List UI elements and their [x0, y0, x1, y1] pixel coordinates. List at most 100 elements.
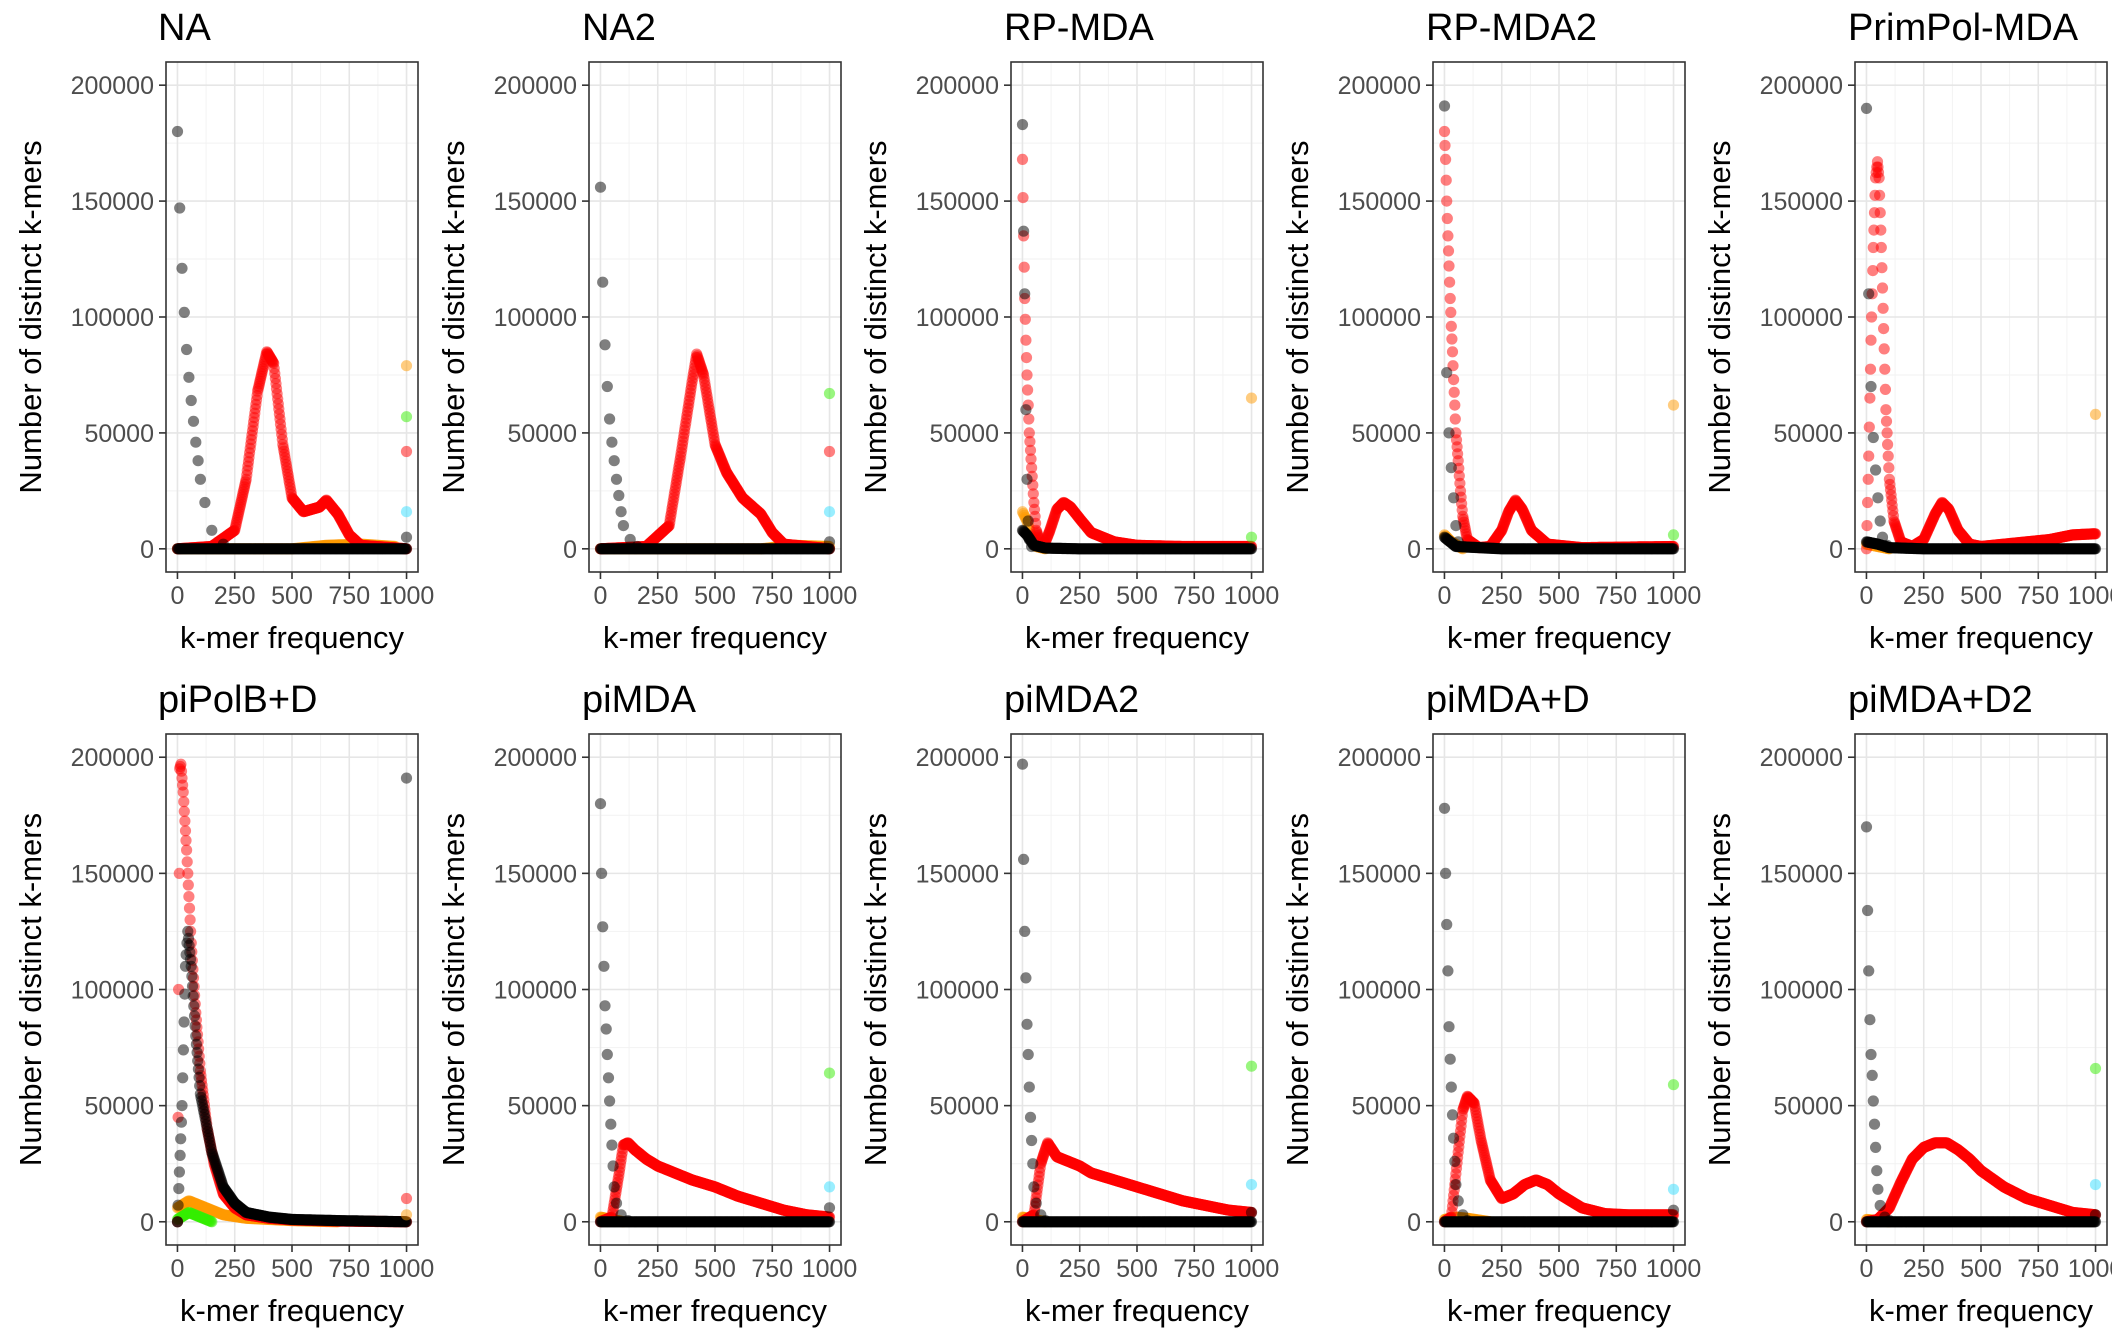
data-points [171, 125, 413, 555]
black-point [1019, 288, 1031, 300]
black-point [1865, 380, 1877, 393]
black-point [615, 506, 627, 518]
black-outlier-point [400, 531, 413, 543]
x-tick-label: 0 [594, 582, 608, 610]
black-point [594, 181, 607, 193]
green-outlier-point [1245, 531, 1258, 543]
red-point [1441, 212, 1453, 225]
black-point [1867, 431, 1879, 444]
orange-outlier-point [400, 360, 413, 372]
y-axis-title: Number of distinct k-mers [13, 140, 48, 493]
red-point [1876, 262, 1888, 274]
black-point [2089, 543, 2102, 555]
red-point [1441, 195, 1453, 207]
black-point [190, 436, 202, 448]
x-axis-title: k-mer frequency [180, 620, 404, 655]
black-point [1245, 543, 1258, 555]
red-point [1443, 260, 1455, 272]
red-point [1866, 311, 1878, 323]
red-point [1881, 427, 1893, 439]
black-point [1874, 515, 1886, 527]
y-tick-label: 100000 [71, 304, 154, 332]
red-point [183, 902, 196, 914]
x-axis-title: k-mer frequency [1025, 620, 1249, 655]
red-point [1882, 438, 1894, 451]
y-tick-label: 0 [1407, 536, 1421, 564]
red-outlier-point [823, 445, 836, 458]
red-point [1875, 241, 1887, 254]
x-tick-label: 1000 [802, 582, 858, 610]
black-point [1450, 520, 1462, 532]
x-axis-title: k-mer frequency [1447, 620, 1671, 655]
y-tick-label: 150000 [1760, 188, 1843, 216]
black-point [601, 380, 613, 393]
black-point [1860, 102, 1873, 114]
red-point [1444, 292, 1456, 305]
data-points [594, 181, 836, 555]
y-tick-label: 200000 [71, 72, 154, 100]
panel-title: NA2 [582, 7, 656, 49]
red-point [1445, 320, 1457, 332]
black-point [181, 343, 193, 356]
black-point [617, 520, 630, 532]
red-point [1879, 363, 1891, 375]
cyan-outlier-point [823, 506, 836, 518]
black-point [1870, 464, 1882, 476]
red-point [181, 856, 193, 868]
red-point [1863, 450, 1875, 462]
black-point [1443, 427, 1455, 439]
red-point [1880, 404, 1892, 416]
green-outlier-point [400, 411, 413, 423]
black-point [1441, 367, 1453, 379]
green-point [206, 1216, 218, 1228]
grid [166, 734, 418, 1245]
red-point [178, 796, 190, 808]
red-point [1863, 421, 1875, 433]
red-point [1865, 334, 1877, 346]
black-point [183, 371, 195, 383]
x-tick-label: 750 [2017, 582, 2059, 610]
black-point [597, 276, 609, 288]
red-point [179, 825, 192, 837]
x-tick-label: 250 [214, 582, 256, 610]
y-tick-label: 200000 [494, 72, 577, 100]
y-tick-label: 200000 [1338, 72, 1421, 100]
red-point [1878, 323, 1890, 335]
black-point [1445, 462, 1457, 474]
black-point [599, 339, 611, 351]
y-tick-label: 150000 [1338, 188, 1421, 216]
black-point [1872, 492, 1884, 504]
x-tick-label: 1000 [379, 582, 435, 610]
x-tick-label: 0 [1860, 582, 1874, 610]
red-point [1861, 520, 1873, 532]
y-tick-label: 100000 [1338, 304, 1421, 332]
black-point [199, 496, 211, 509]
black-point [1863, 288, 1875, 300]
red-point [1862, 473, 1874, 485]
cyan-outlier-point [400, 506, 413, 518]
y-tick-label: 150000 [916, 188, 999, 216]
y-tick-label: 200000 [1760, 72, 1843, 100]
y-tick-label: 50000 [929, 420, 999, 448]
red-point [1875, 224, 1887, 236]
red-point [1016, 153, 1029, 165]
red-point [1883, 462, 1895, 474]
red-point [1440, 174, 1452, 186]
red-point [177, 786, 189, 798]
red-outlier-point [400, 445, 413, 458]
black-point [1667, 543, 1680, 555]
panel-pipolb-d: piPolB+D0 250 500 750 1000050000100000150000… [13, 679, 434, 1328]
black-point [604, 413, 616, 425]
red-point [1448, 386, 1460, 398]
black-point [1021, 473, 1033, 485]
y-tick-label: 0 [140, 536, 154, 564]
x-tick-label: 250 [1481, 582, 1523, 610]
y-tick-label: 150000 [494, 188, 577, 216]
x-tick-label: 750 [1595, 582, 1637, 610]
red-point [1879, 383, 1891, 395]
red-point [1882, 450, 1894, 462]
y-tick-label: 50000 [507, 420, 577, 448]
black-point [613, 489, 625, 502]
